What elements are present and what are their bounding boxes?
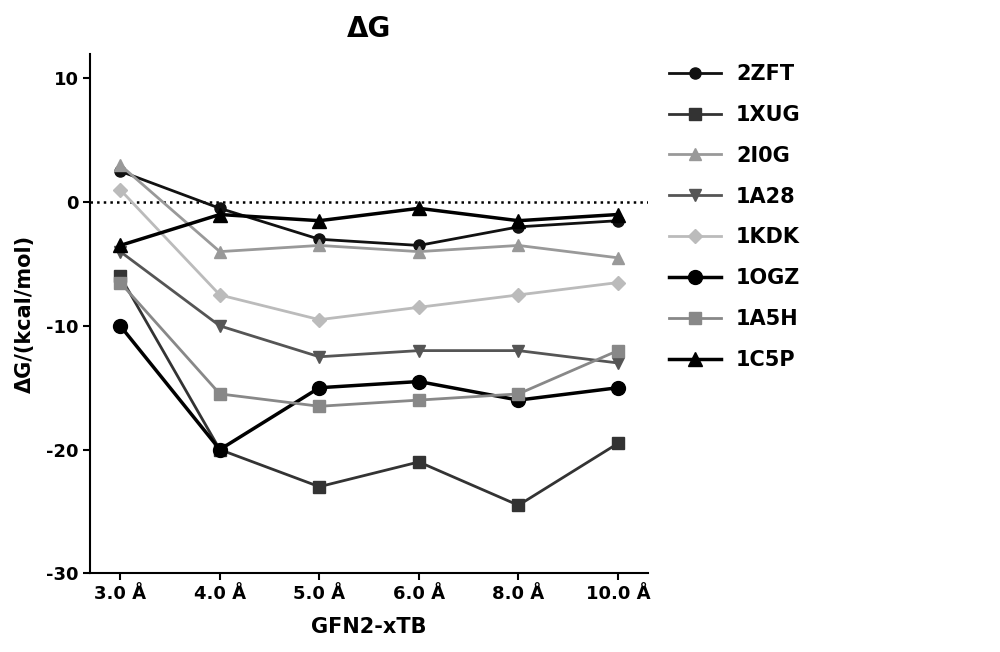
1OGZ [413, 378, 425, 385]
1A5H [612, 347, 624, 355]
Line: 1OGZ: 1OGZ [113, 319, 625, 456]
1KDK [612, 278, 624, 286]
1A28 [114, 248, 126, 256]
Line: 2I0G: 2I0G [115, 160, 623, 263]
Y-axis label: ΔG/(kcal/mol): ΔG/(kcal/mol) [15, 235, 35, 393]
Line: 1A5H: 1A5H [115, 277, 623, 412]
1C5P [313, 216, 325, 224]
1A28 [612, 359, 624, 367]
1C5P [612, 211, 624, 218]
1A5H [214, 390, 226, 398]
Line: 1C5P: 1C5P [113, 201, 625, 252]
2ZFT [114, 168, 126, 175]
1XUG [612, 439, 624, 447]
2ZFT [413, 241, 425, 249]
1KDK [413, 303, 425, 311]
2I0G [313, 241, 325, 249]
1OGZ [214, 446, 226, 454]
Legend: 2ZFT, 1XUG, 2I0G, 1A28, 1KDK, 1OGZ, 1A5H, 1C5P: 2ZFT, 1XUG, 2I0G, 1A28, 1KDK, 1OGZ, 1A5H… [669, 64, 801, 370]
1OGZ [512, 396, 524, 404]
Title: ΔG: ΔG [347, 15, 391, 43]
1A5H [114, 278, 126, 286]
1C5P [413, 205, 425, 213]
1XUG [512, 501, 524, 509]
2I0G [612, 254, 624, 261]
1A28 [512, 347, 524, 355]
2ZFT [512, 223, 524, 231]
1KDK [313, 316, 325, 323]
1XUG [313, 482, 325, 490]
1XUG [413, 458, 425, 466]
1OGZ [612, 384, 624, 392]
1OGZ [114, 322, 126, 330]
2ZFT [612, 216, 624, 224]
1KDK [214, 291, 226, 299]
1C5P [512, 216, 524, 224]
1A28 [313, 353, 325, 361]
2ZFT [313, 235, 325, 243]
1OGZ [313, 384, 325, 392]
1XUG [214, 446, 226, 454]
1A5H [413, 396, 425, 404]
1C5P [114, 241, 126, 249]
Line: 2ZFT: 2ZFT [115, 166, 623, 251]
1KDK [512, 291, 524, 299]
2I0G [512, 241, 524, 249]
2I0G [114, 161, 126, 169]
2I0G [413, 248, 425, 256]
1C5P [214, 211, 226, 218]
1A5H [313, 402, 325, 410]
1A28 [214, 322, 226, 330]
Line: 1A28: 1A28 [115, 246, 623, 368]
X-axis label: GFN2-xTB: GFN2-xTB [311, 617, 427, 637]
2ZFT [214, 205, 226, 213]
Line: 1XUG: 1XUG [115, 271, 623, 511]
1KDK [114, 186, 126, 194]
2I0G [214, 248, 226, 256]
1A28 [413, 347, 425, 355]
1XUG [114, 273, 126, 280]
Line: 1KDK: 1KDK [115, 185, 623, 325]
1A5H [512, 390, 524, 398]
